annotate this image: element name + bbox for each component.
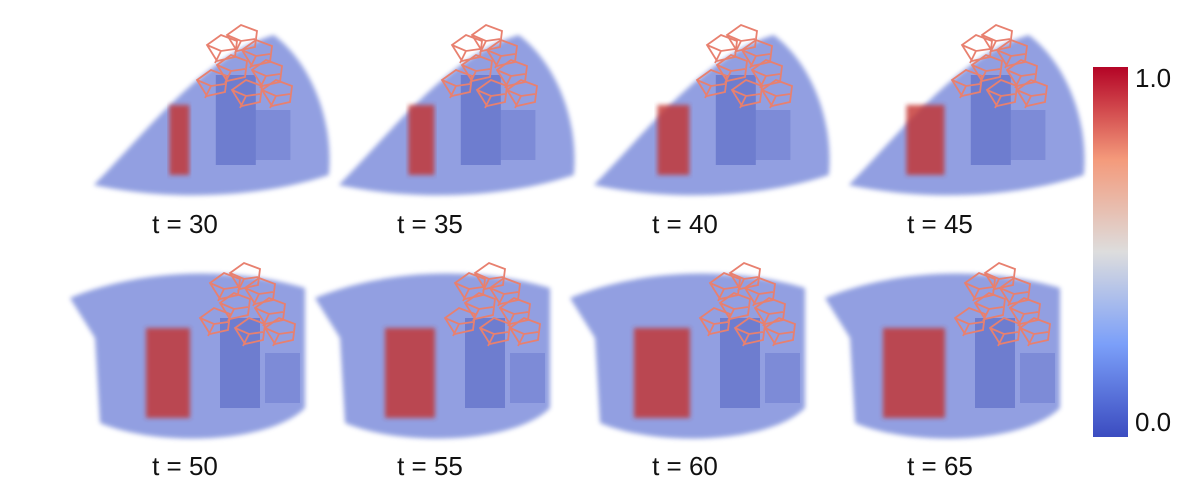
panels: t = 30 t = 35 t = 40 t = 45 t = 50 t = 55 t = … [70, 25, 1085, 480]
scene-structure [220, 318, 260, 408]
colorbar-top-label: 1.0 [1135, 63, 1171, 93]
colorbar [1093, 67, 1128, 437]
high-value-region [906, 105, 944, 175]
scene-structure [971, 75, 1011, 165]
high-value-region [146, 328, 190, 418]
panel-label: t = 40 [652, 209, 718, 239]
panel: t = 60 [570, 263, 805, 480]
figure: t = 30 t = 35 t = 40 t = 45 t = 50 t = 55 t = … [0, 0, 1179, 480]
scene-structure [510, 353, 545, 403]
panel: t = 40 [594, 25, 830, 239]
panel-label: t = 60 [652, 451, 718, 480]
high-value-region [169, 105, 189, 175]
panel: t = 35 [339, 25, 575, 239]
scene-structure [461, 75, 501, 165]
panel: t = 65 [825, 263, 1060, 480]
scene-structure [265, 353, 300, 403]
point-cloud [594, 35, 830, 195]
scene-structure [255, 110, 290, 160]
panel: t = 50 [70, 263, 305, 480]
high-value-region [883, 328, 945, 418]
scene-structure [720, 318, 760, 408]
panel-label: t = 55 [397, 451, 463, 480]
panel: t = 45 [849, 25, 1085, 239]
high-value-region [408, 105, 434, 175]
high-value-region [385, 328, 435, 418]
scene-structure [500, 110, 535, 160]
scene-structure [755, 110, 790, 160]
point-cloud [94, 35, 330, 195]
scene-structure [1020, 353, 1055, 403]
scene-structure [465, 318, 505, 408]
scene-structure [1010, 110, 1045, 160]
point-cloud [339, 35, 575, 195]
panel-label: t = 45 [907, 209, 973, 239]
panel-label: t = 50 [152, 451, 218, 480]
panel-label: t = 65 [907, 451, 973, 480]
point-cloud [849, 35, 1085, 195]
scene-structure [765, 353, 800, 403]
scene-structure [716, 75, 756, 165]
panel-label: t = 30 [152, 209, 218, 239]
scene-structure [216, 75, 256, 165]
high-value-region [657, 105, 689, 175]
high-value-region [634, 328, 690, 418]
panel: t = 30 [94, 25, 330, 239]
panel: t = 55 [315, 263, 550, 480]
panel-label: t = 35 [397, 209, 463, 239]
scene-structure [975, 318, 1015, 408]
colorbar-bottom-label: 0.0 [1135, 407, 1171, 437]
